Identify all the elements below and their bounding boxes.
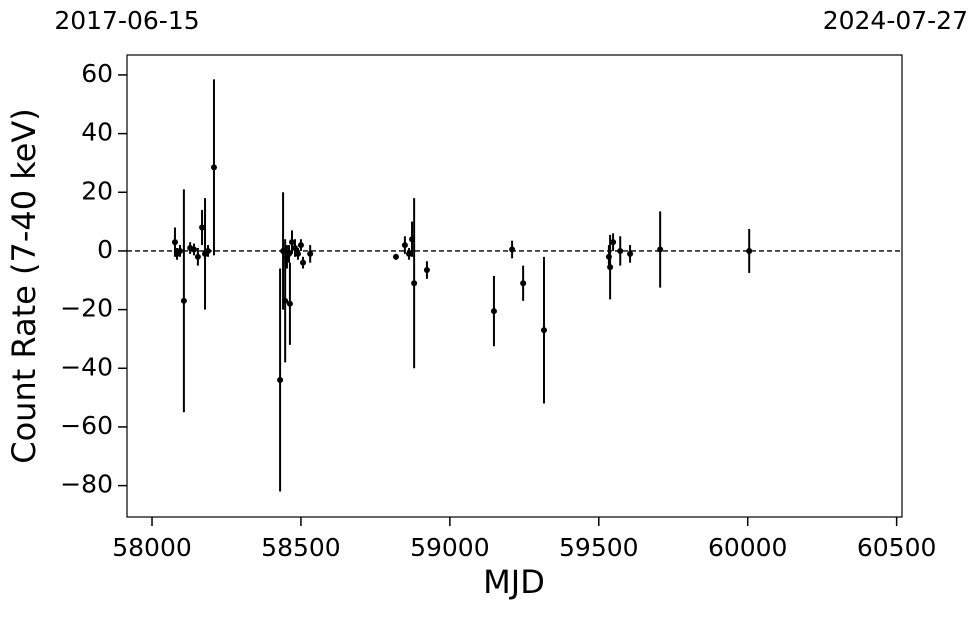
y-tick-label: −40	[60, 352, 113, 381]
data-point	[657, 246, 664, 253]
data-point	[610, 239, 617, 246]
data-point	[607, 264, 614, 271]
top-date-label: 2017-06-15	[54, 6, 199, 35]
data-point	[307, 250, 314, 257]
data-point	[180, 297, 187, 304]
data-point	[297, 242, 304, 249]
y-tick-label: 60	[81, 59, 113, 88]
data-point	[392, 253, 399, 260]
y-axis-label: Count Rate (7-40 keV)	[5, 108, 43, 463]
y-tick-label: 40	[81, 118, 113, 147]
y-tick-label: 0	[97, 235, 113, 264]
data-point	[282, 297, 289, 304]
data-point	[406, 250, 413, 257]
data-point	[300, 259, 307, 266]
data-point	[294, 250, 301, 257]
data-point	[509, 246, 516, 253]
x-tick-label: 58500	[261, 533, 341, 562]
data-point	[520, 280, 527, 287]
data-point	[423, 267, 430, 274]
x-tick-label: 60000	[708, 533, 788, 562]
data-point	[746, 247, 753, 254]
axes-frame	[126, 54, 903, 518]
data-point	[277, 377, 284, 384]
y-tick-label: −20	[60, 294, 113, 323]
data-point	[540, 327, 547, 334]
data-point	[199, 224, 206, 231]
y-tick-label: −60	[60, 411, 113, 440]
data-point	[291, 245, 298, 252]
data-point	[411, 280, 418, 287]
data-point	[490, 308, 497, 315]
data-point	[627, 250, 634, 257]
x-tick-label: 59500	[559, 533, 639, 562]
y-tick-label: −80	[60, 470, 113, 499]
data-point	[617, 247, 624, 254]
data-point	[205, 247, 212, 254]
data-point	[194, 253, 201, 260]
data-point	[286, 250, 293, 257]
data-point	[210, 164, 217, 171]
data-point	[177, 247, 184, 254]
y-tick-label: 20	[81, 176, 113, 205]
top-date-label: 2024-07-27	[823, 6, 968, 35]
x-tick-label: 58000	[112, 533, 192, 562]
x-tick-label: 60500	[857, 533, 937, 562]
data-point	[401, 242, 408, 249]
data-point	[171, 239, 178, 246]
data-point	[286, 300, 293, 307]
x-tick-label: 59000	[410, 533, 490, 562]
x-axis-label: MJD	[483, 563, 545, 601]
data-point	[289, 239, 296, 246]
data-point	[191, 246, 198, 253]
